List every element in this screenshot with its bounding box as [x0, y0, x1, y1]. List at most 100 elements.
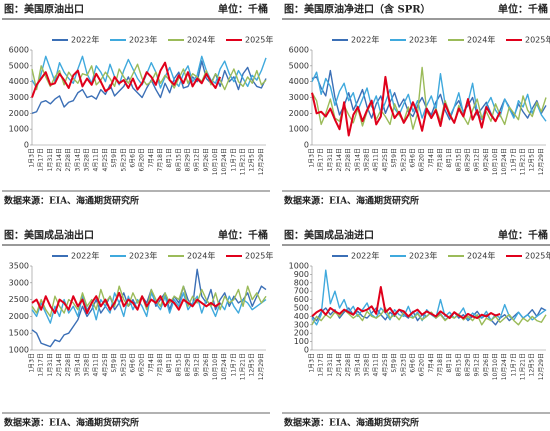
- x-tick-label: 12月5日: [249, 353, 256, 376]
- source-note: 数据来源：EIA、海通期货研究所: [284, 417, 419, 429]
- y-tick-label: 0: [304, 141, 309, 150]
- x-tick-label: 10月10日: [492, 148, 499, 175]
- x-tick-label: 2月14日: [56, 353, 63, 376]
- y-tick-label: 3500: [9, 262, 29, 271]
- x-tick-label: 8月15日: [455, 353, 462, 376]
- x-tick-label: 3月28日: [364, 148, 371, 171]
- legend-label: 2025年: [245, 35, 273, 45]
- legend-label: 2023年: [409, 251, 437, 261]
- panel-unit: 单位：千桶: [218, 3, 268, 16]
- series-line: [311, 307, 547, 326]
- y-tick-label: 5000: [9, 61, 29, 70]
- x-tick-label: 12月29日: [538, 353, 545, 380]
- x-tick-label: 9月26日: [483, 148, 490, 171]
- x-tick-label: 10月24日: [501, 148, 508, 175]
- x-tick-label: 10月10日: [212, 353, 219, 380]
- x-tick-label: 5月23日: [120, 148, 127, 171]
- panel-title: 图：美国成品油进口: [284, 229, 374, 242]
- x-tick-label: 4月11日: [93, 148, 100, 171]
- y-tick-label: 800: [294, 278, 309, 287]
- x-tick-label: 12月29日: [258, 353, 265, 380]
- x-tick-label: 9月26日: [203, 148, 210, 171]
- x-tick-label: 9月26日: [203, 353, 210, 376]
- series-line: [311, 286, 501, 320]
- y-tick-label: 1000: [289, 262, 309, 271]
- y-tick-label: 200: [294, 329, 309, 338]
- legend-label: 2023年: [409, 35, 437, 45]
- legend-label: 2024年: [187, 251, 215, 261]
- source-note: 数据来源：EIA、海通期货研究所: [4, 195, 139, 207]
- legend-label: 2022年: [71, 251, 99, 261]
- legend-label: 2022年: [351, 35, 379, 45]
- x-tick-label: 3月28日: [364, 353, 371, 376]
- x-tick-label: 5月23日: [400, 353, 407, 376]
- series-line: [311, 71, 547, 122]
- x-tick-label: 7月18日: [157, 148, 164, 171]
- x-tick-label: 7月18日: [437, 353, 444, 376]
- panel-unit: 单位：千桶: [498, 229, 548, 242]
- y-tick-label: 2000: [9, 109, 29, 118]
- x-tick-label: 8月1日: [446, 353, 453, 373]
- x-tick-label: 7月4日: [148, 148, 155, 168]
- x-tick-label: 1月17日: [38, 148, 45, 171]
- x-tick-label: 4月25日: [102, 148, 109, 171]
- y-tick-label: 500: [294, 304, 309, 313]
- x-tick-label: 6月20日: [139, 353, 146, 376]
- panel-title: 图：美国成品油出口: [4, 229, 94, 242]
- x-tick-label: 5月23日: [400, 148, 407, 171]
- x-tick-label: 7月4日: [428, 148, 435, 168]
- x-tick-label: 6月20日: [419, 353, 426, 376]
- legend-label: 2024年: [187, 35, 215, 45]
- panel-title: 图：美国原油净进口（含 SPR）: [284, 3, 431, 16]
- x-tick-label: 5月23日: [120, 353, 127, 376]
- x-tick-label: 10月24日: [221, 353, 228, 380]
- x-tick-label: 2月28日: [345, 353, 352, 376]
- x-tick-label: 8月1日: [166, 353, 173, 373]
- x-tick-label: 7月4日: [428, 353, 435, 373]
- x-tick-label: 11月21日: [520, 353, 527, 380]
- x-tick-label: 11月21日: [240, 148, 247, 175]
- x-tick-label: 9月12日: [474, 353, 481, 376]
- y-tick-label: 1000: [9, 346, 29, 355]
- x-tick-label: 4月25日: [382, 353, 389, 376]
- x-tick-label: 1月31日: [47, 148, 54, 171]
- y-tick-label: 1000: [9, 125, 29, 134]
- y-tick-label: 3000: [9, 93, 29, 102]
- x-tick-label: 2月28日: [65, 353, 72, 376]
- x-tick-label: 2月14日: [336, 353, 343, 376]
- legend-label: 2022年: [351, 251, 379, 261]
- legend-label: 2023年: [129, 251, 157, 261]
- y-tick-label: 3000: [9, 278, 29, 287]
- y-tick-label: 100: [294, 337, 309, 346]
- x-tick-label: 4月11日: [373, 148, 380, 171]
- x-tick-label: 2月28日: [345, 148, 352, 171]
- x-tick-label: 2月14日: [336, 148, 343, 171]
- y-tick-label: 0: [24, 141, 29, 150]
- source-note: 数据来源：EIA、海通期货研究所: [4, 417, 139, 429]
- x-tick-label: 11月7日: [510, 353, 517, 376]
- y-tick-label: 2000: [289, 109, 309, 118]
- x-tick-label: 1月17日: [318, 148, 325, 171]
- x-tick-label: 5月9日: [391, 148, 398, 168]
- x-tick-label: 6月20日: [139, 148, 146, 171]
- series-line: [31, 61, 222, 98]
- legend-label: 2023年: [129, 35, 157, 45]
- x-tick-label: 3月14日: [354, 148, 361, 171]
- x-tick-label: 12月5日: [529, 353, 536, 376]
- x-tick-label: 8月29日: [465, 148, 472, 171]
- x-tick-label: 10月10日: [492, 353, 499, 380]
- x-tick-label: 8月15日: [455, 148, 462, 171]
- x-tick-label: 3月14日: [74, 353, 81, 376]
- x-tick-label: 10月24日: [501, 353, 508, 380]
- legend-label: 2025年: [245, 251, 273, 261]
- x-tick-label: 1月3日: [29, 148, 36, 168]
- x-tick-label: 12月5日: [529, 148, 536, 171]
- x-tick-label: 12月29日: [258, 148, 265, 175]
- x-tick-label: 4月25日: [102, 353, 109, 376]
- x-tick-label: 9月12日: [474, 148, 481, 171]
- y-tick-label: 1000: [289, 125, 309, 134]
- x-tick-label: 8月29日: [185, 148, 192, 171]
- y-tick-label: 4000: [289, 77, 309, 86]
- y-tick-label: 1500: [9, 329, 29, 338]
